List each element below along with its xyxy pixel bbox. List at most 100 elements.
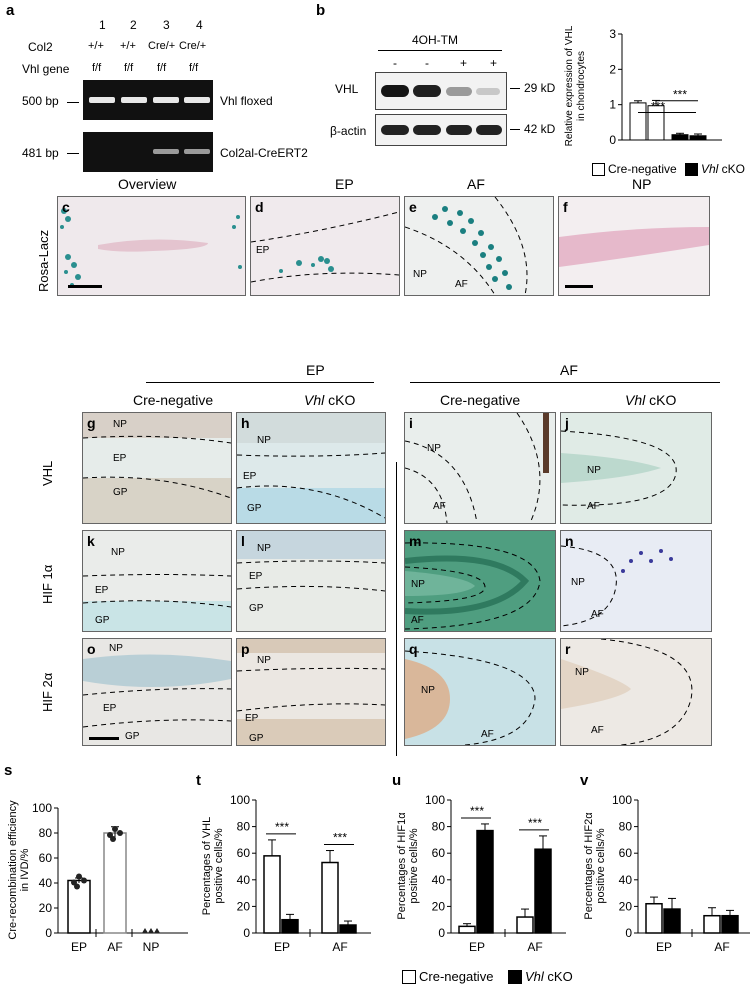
y-axis-label: Percentages of VHL <box>201 817 213 915</box>
col-cko: Vhl cKO <box>625 392 676 408</box>
y-tick-label: 1 <box>609 98 616 112</box>
panel-s-label: s <box>4 762 13 779</box>
sig-label: *** <box>673 88 687 102</box>
gel-band <box>184 97 210 103</box>
np-annotation: NP <box>413 269 427 280</box>
panel-f-label: f <box>563 199 568 215</box>
data-point <box>112 826 118 832</box>
bar <box>281 918 299 934</box>
y-tick-label: 20 <box>619 899 633 913</box>
bar <box>263 855 281 934</box>
y-tick-label: 3 <box>609 27 616 41</box>
micrograph-o: o NP EP GP <box>82 638 232 746</box>
row-label-rosa-lacz: Rosa-Lacz <box>36 229 51 292</box>
treatment-line <box>378 50 502 51</box>
x-tick-label: AF <box>527 940 542 954</box>
panel-i-label: i <box>409 415 413 431</box>
micrograph-k: k NP EP GP <box>82 530 232 632</box>
micrograph-d-image <box>251 211 399 283</box>
micrograph-e: e NP AF <box>404 196 554 296</box>
ep-annotation: EP <box>103 703 117 714</box>
micrograph-k-image <box>83 574 231 631</box>
legend-cko: Vhl cKO <box>525 969 573 984</box>
sig-label: *** <box>651 99 665 113</box>
panel-b-label: b <box>316 2 326 19</box>
y-tick-label: 40 <box>39 876 53 890</box>
micrograph-q: q NP AF <box>404 638 556 746</box>
size-marker-481: 481 bp <box>22 146 59 160</box>
gel-vhl-floxed <box>83 80 213 120</box>
bar <box>458 925 476 934</box>
micrograph-j: j NP AF <box>560 412 712 524</box>
western-blot-actin <box>375 114 507 146</box>
title-af: AF <box>467 176 485 192</box>
y-axis-label: Cre-recombination efficiency <box>7 800 19 940</box>
micrograph-q-image <box>405 650 536 745</box>
y-tick-label: 60 <box>619 846 633 860</box>
gp-annotation: GP <box>95 615 110 626</box>
af-annotation: AF <box>455 279 468 290</box>
gel-band <box>89 97 115 103</box>
bar <box>339 924 357 934</box>
micrograph-e-image <box>405 197 528 295</box>
treatment-sign: + <box>490 56 498 70</box>
data-point <box>81 877 87 884</box>
micrograph-n-image <box>561 545 673 627</box>
gp-annotation: GP <box>113 487 128 498</box>
data-point <box>76 873 82 880</box>
panel-u-label: u <box>392 772 402 789</box>
micrograph-r: r NP AF <box>560 638 712 746</box>
bar <box>671 134 689 141</box>
legend-swatch-cre-negative <box>592 163 605 176</box>
row-label-hif1a: HIF 1α <box>40 564 55 604</box>
legend-cko-rest: cKO <box>543 969 573 984</box>
gp-annotation: GP <box>249 733 264 744</box>
blot-band <box>413 125 441 135</box>
legend-swatch-cko <box>685 163 698 176</box>
legend-swatch-cko <box>508 970 522 984</box>
lane-number: 4 <box>196 18 203 32</box>
micrograph-h-image <box>237 413 385 523</box>
micrograph-c-image <box>60 208 242 288</box>
legend-cko: Vhl cKO <box>701 162 745 176</box>
lane-number: 1 <box>99 18 106 32</box>
chart-u-hif1a-positive: 0 20 40 60 80 100 Percentages of HIF1α positive… <box>396 793 566 954</box>
treatment-sign: - <box>425 56 429 70</box>
y-axis-label: Percentages of HIF2α <box>583 812 595 920</box>
y-tick-label: 0 <box>625 926 632 940</box>
y-tick-label: 40 <box>619 873 633 887</box>
micrograph-h: h NP EP GP <box>236 412 386 524</box>
sig-label: *** <box>470 804 484 818</box>
micrograph-g-image <box>83 413 231 523</box>
af-annotation: AF <box>587 501 600 512</box>
ep-annotation: EP <box>243 471 257 482</box>
x-tick-label: AF <box>332 940 347 954</box>
gel-band <box>121 97 147 103</box>
np-annotation: NP <box>587 465 601 476</box>
y-tick-label: 40 <box>432 873 446 887</box>
x-tick-label: AF <box>714 940 729 954</box>
header-af: AF <box>560 362 578 378</box>
genotype: +/+ <box>120 40 136 52</box>
size-marker-500: 500 bp <box>22 94 59 108</box>
y-tick-label: 80 <box>432 820 446 834</box>
y-axis-label: positive cells/% <box>595 828 607 903</box>
micrograph-i: i NP AF <box>404 412 556 524</box>
genotype: Cre/+ <box>148 40 176 52</box>
title-np: NP <box>632 176 652 192</box>
gel-band <box>153 97 179 103</box>
ep-annotation: EP <box>113 453 127 464</box>
gp-annotation: GP <box>125 731 140 742</box>
micrograph-m: m NP AF <box>404 530 556 632</box>
x-tick-label: EP <box>469 940 485 954</box>
ep-annotation: EP <box>245 713 259 724</box>
treatment-sign: - <box>393 56 397 70</box>
kd-tick <box>510 88 520 89</box>
ep-annotation: EP <box>249 571 263 582</box>
panel-v-label: v <box>580 772 589 789</box>
treatment-label: 4OH-TM <box>412 33 458 47</box>
legend-cko-italic: Vhl <box>701 162 719 176</box>
micrograph-j-image <box>561 430 677 506</box>
gel-cre <box>83 132 213 172</box>
col-cko: Vhl cKO <box>304 392 355 408</box>
